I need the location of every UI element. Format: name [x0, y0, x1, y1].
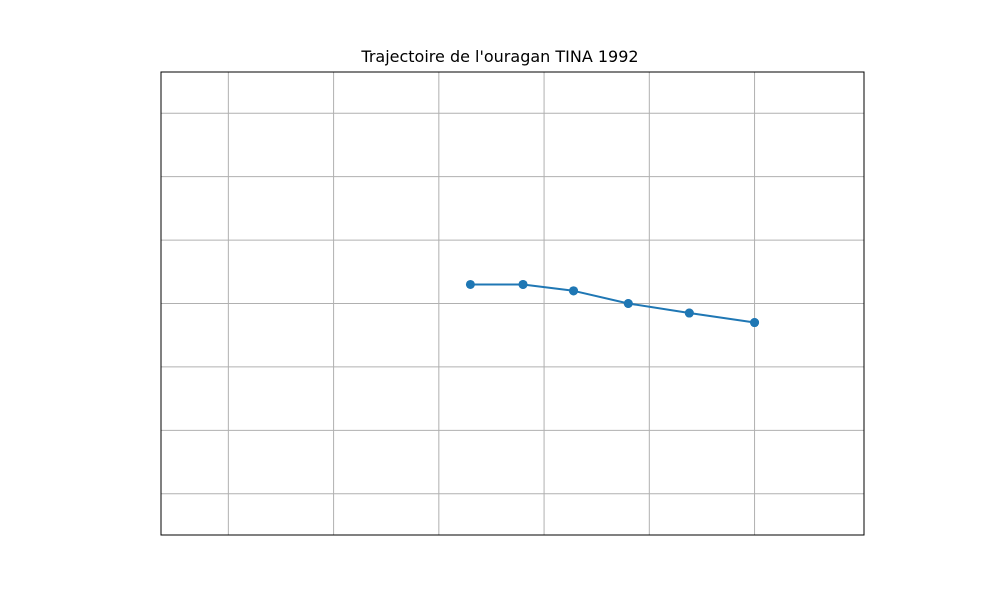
chart-title: Trajectoire de l'ouragan TINA 1992: [361, 47, 639, 66]
data-point-5: [465, 279, 475, 289]
data-point-8: [623, 299, 633, 308]
data-point-9: [684, 308, 694, 318]
data-point-7: [569, 286, 579, 296]
series-group: [465, 279, 760, 328]
data-point-6: [518, 279, 528, 289]
data-point-10: [750, 318, 760, 328]
plot-frame: [160, 71, 865, 536]
grid: [161, 72, 864, 535]
